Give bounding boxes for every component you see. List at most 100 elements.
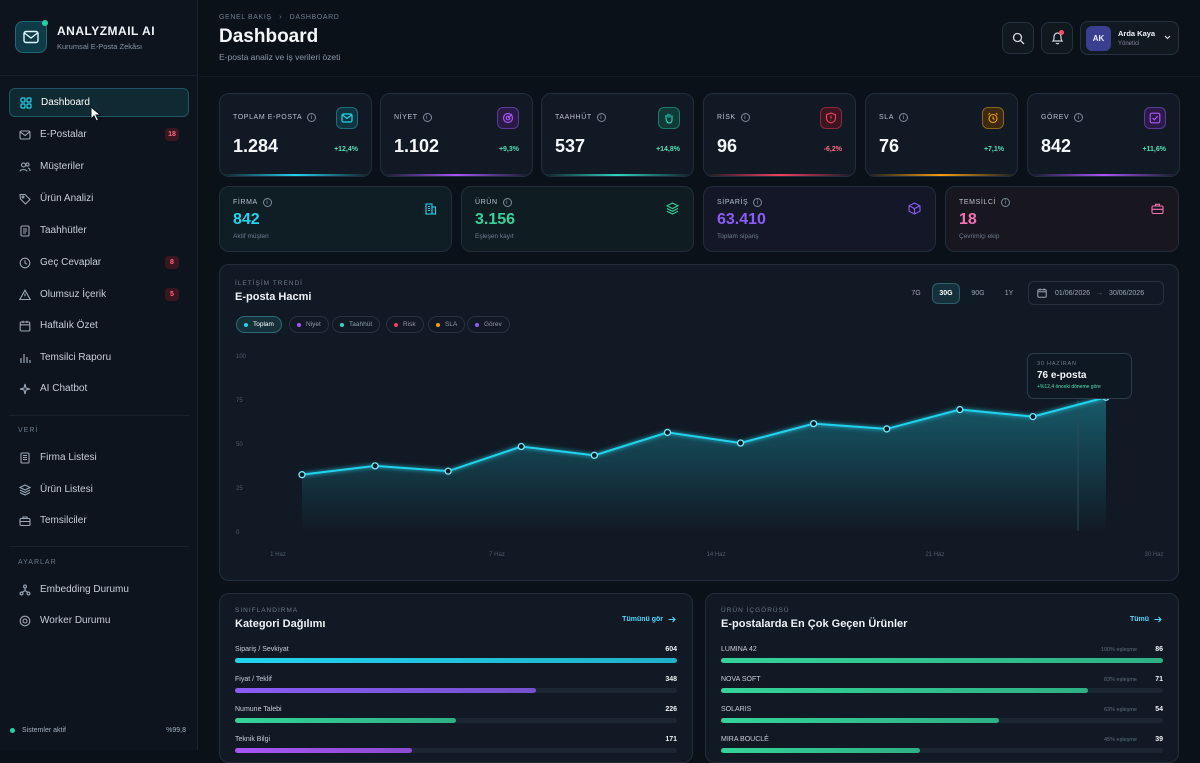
progress-fill bbox=[235, 748, 412, 753]
series-chip-taahhut[interactable]: Taahhüt bbox=[332, 316, 381, 333]
list-item[interactable]: SOLARIS 63% eşleşme 54 bbox=[721, 706, 1163, 728]
list-item[interactable]: Fiyat / Teklif 348 bbox=[235, 676, 677, 698]
sidebar-item-weekly-summary[interactable]: Haftalık Özet bbox=[9, 311, 189, 340]
sidebar-item-label: Worker Durumu bbox=[40, 615, 111, 626]
kpi-card-risk[interactable]: RİSK i 96 -6,2% bbox=[703, 93, 856, 177]
kpi-card-intent[interactable]: NİYET i 1.102 +9,3% bbox=[380, 93, 533, 177]
x-tick-label: 7 Haz bbox=[489, 552, 505, 558]
box-icon bbox=[908, 202, 921, 215]
mail-icon bbox=[341, 113, 353, 123]
kpi-label: TAAHHÜT bbox=[555, 114, 592, 121]
stat-value: 842 bbox=[233, 211, 260, 228]
sidebar-item-rep-report[interactable]: Temsilci Raporu bbox=[9, 343, 189, 372]
info-icon[interactable]: i bbox=[307, 113, 317, 122]
info-icon[interactable]: i bbox=[502, 198, 512, 207]
date-range-picker[interactable]: 01/06/2026 → 30/06/2026 bbox=[1028, 281, 1164, 305]
kpi-icon-box bbox=[336, 107, 358, 129]
info-icon[interactable]: i bbox=[1001, 198, 1011, 207]
count-badge: 5 bbox=[165, 288, 179, 301]
stat-card-order[interactable]: SİPARİŞ i 63.410 Toplam sipariş bbox=[703, 186, 936, 252]
info-icon[interactable]: i bbox=[596, 113, 606, 122]
sidebar-item-dashboard[interactable]: Dashboard bbox=[9, 88, 189, 122]
email-volume-chart[interactable]: 0 25 50 75 100 1 Haz 7 Haz 14 Haz 21 Haz 30 Haz bbox=[220, 345, 1178, 570]
category-value: 604 bbox=[665, 646, 677, 653]
document-icon bbox=[20, 224, 30, 237]
product-value: 54 bbox=[1155, 706, 1163, 713]
breadcrumb-root[interactable]: GENEL BAKIŞ bbox=[219, 14, 272, 21]
notification-dot bbox=[1059, 30, 1064, 35]
kpi-card-task[interactable]: GÖREV i 842 +11,6% bbox=[1027, 93, 1180, 177]
series-chip-sla[interactable]: SLA bbox=[428, 316, 466, 333]
search-button[interactable] bbox=[1002, 22, 1034, 54]
kpi-accent bbox=[704, 174, 855, 176]
sidebar-item-label: Ürün Listesi bbox=[40, 484, 93, 495]
series-chip-toplam[interactable]: Toplam bbox=[236, 316, 282, 333]
range-7g-button[interactable]: 7G bbox=[911, 290, 921, 297]
list-item[interactable]: Teknik Bilgi 171 bbox=[235, 736, 677, 758]
stat-value: 63.410 bbox=[717, 211, 766, 228]
match-share: 45% eşleşme bbox=[1103, 737, 1137, 743]
sidebar-item-worker-status[interactable]: Worker Durumu bbox=[9, 606, 189, 635]
info-icon[interactable]: i bbox=[899, 113, 909, 122]
range-30g-button[interactable]: 30G bbox=[932, 283, 960, 304]
sidebar-item-product-list[interactable]: Ürün Listesi bbox=[9, 475, 189, 504]
sidebar-item-label: E-Postalar bbox=[40, 129, 87, 140]
kpi-label: RİSK bbox=[717, 114, 736, 121]
range-90g-button[interactable]: 90G bbox=[971, 290, 985, 297]
list-item[interactable]: Numune Talebi 226 bbox=[235, 706, 677, 728]
series-chip-niyet[interactable]: Niyet bbox=[289, 316, 329, 333]
see-all-link[interactable]: Tümü bbox=[1130, 616, 1162, 623]
kpi-value: 96 bbox=[717, 136, 738, 156]
product-label: NOVA SOFT bbox=[721, 676, 761, 683]
sidebar-item-embedding-status[interactable]: Embedding Durumu bbox=[9, 575, 189, 604]
sidebar-item-negative-content[interactable]: Olumsuz İçerik 5 bbox=[9, 280, 189, 309]
sidebar-item-company-list[interactable]: Firma Listesi bbox=[9, 443, 189, 472]
sidebar-item-product-analysis[interactable]: Ürün Analizi bbox=[9, 184, 189, 213]
info-icon[interactable]: i bbox=[740, 113, 750, 122]
info-icon[interactable]: i bbox=[422, 113, 432, 122]
list-item[interactable]: NOVA SOFT 83% eşleşme 71 bbox=[721, 676, 1163, 698]
series-dot bbox=[475, 322, 479, 327]
x-tick-label: 14 Haz bbox=[706, 552, 725, 558]
series-chip-risk[interactable]: Risk bbox=[386, 316, 424, 333]
info-icon[interactable]: i bbox=[262, 198, 272, 207]
data-point bbox=[371, 462, 379, 470]
sidebar-item-commitments[interactable]: Taahhütler bbox=[9, 216, 189, 245]
stat-card-company[interactable]: FİRMA i 842 Aktif müşteri bbox=[219, 186, 452, 252]
y-tick-label: 100 bbox=[236, 354, 247, 360]
series-dot bbox=[244, 322, 248, 327]
sidebar-item-customers[interactable]: Müşteriler bbox=[9, 152, 189, 181]
sidebar-item-late-replies[interactable]: Geç Cevaplar 8 bbox=[9, 248, 189, 277]
kpi-value: 76 bbox=[879, 136, 900, 156]
tooltip-change: +%12,4 önceki döneme göre bbox=[1037, 384, 1101, 390]
kpi-card-sla[interactable]: SLA i 76 +7,1% bbox=[865, 93, 1018, 177]
sidebar-item-representatives[interactable]: Temsilciler bbox=[9, 506, 189, 535]
chart-kicker: İLETİŞİM TRENDİ bbox=[235, 280, 303, 287]
check-square-icon bbox=[1149, 112, 1161, 124]
kpi-accent bbox=[1028, 174, 1179, 176]
kpi-card-commitment[interactable]: TAAHHÜT i 537 +14,8% bbox=[541, 93, 694, 177]
stat-card-product[interactable]: ÜRÜN i 3.156 Eşleşen kayıt bbox=[461, 186, 694, 252]
info-icon[interactable]: i bbox=[1074, 113, 1084, 122]
email-volume-card: İLETİŞİM TRENDİ E-posta Hacmi 7G 30G 90G… bbox=[219, 264, 1179, 581]
user-menu[interactable]: AK Arda Kaya Yönetici bbox=[1080, 21, 1179, 55]
stat-card-representative[interactable]: TEMSİLCİ i 18 Çevrimiçi ekip bbox=[945, 186, 1179, 252]
panel-title: Kategori Dağılımı bbox=[235, 618, 326, 630]
y-tick-label: 25 bbox=[236, 486, 243, 492]
list-item[interactable]: MIRA BOUCLÉ 45% eşleşme 39 bbox=[721, 736, 1163, 758]
info-icon[interactable]: i bbox=[753, 198, 763, 207]
range-1y-button[interactable]: 1Y bbox=[1004, 290, 1014, 297]
series-chip-gorev[interactable]: Görev bbox=[467, 316, 510, 333]
sidebar-item-label: AI Chatbot bbox=[40, 383, 88, 394]
sidebar-item-ai-chatbot[interactable]: AI Chatbot bbox=[9, 374, 189, 403]
notifications-button[interactable] bbox=[1041, 22, 1073, 54]
data-point bbox=[956, 405, 964, 414]
list-item[interactable]: Sipariş / Sevkiyat 604 bbox=[235, 646, 677, 668]
progress-track bbox=[721, 658, 1163, 663]
see-all-link[interactable]: Tümünü gör bbox=[622, 616, 676, 623]
sidebar-item-emails[interactable]: E-Postalar 18 bbox=[9, 120, 189, 149]
data-point bbox=[517, 442, 525, 451]
list-item[interactable]: LUMINA 42 100% eşleşme 86 bbox=[721, 646, 1163, 668]
kpi-card-total-email[interactable]: TOPLAM E-POSTA i 1.284 +12,4% bbox=[219, 93, 372, 177]
stat-subtitle: Toplam sipariş bbox=[717, 233, 759, 240]
